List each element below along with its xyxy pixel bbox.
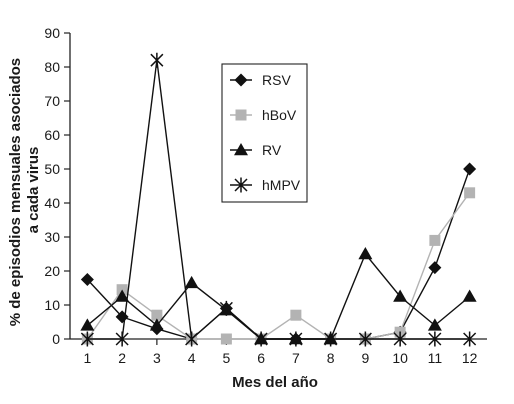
data-point-RV <box>393 289 408 302</box>
x-axis-title: Mes del año <box>232 374 318 391</box>
y-axis-title-line-2: a cada virus <box>25 147 42 234</box>
y-tick-label: 20 <box>44 263 60 279</box>
data-point-RV <box>115 289 130 302</box>
y-tick-label: 70 <box>44 93 60 109</box>
data-point-RSV <box>80 273 94 286</box>
data-point-hBoV <box>429 234 441 246</box>
x-tick-label: 1 <box>83 350 91 366</box>
data-point-hMPV <box>115 331 129 347</box>
data-point-hMPV <box>254 331 268 347</box>
y-tick-label: 80 <box>44 59 60 75</box>
series-layer <box>80 52 477 347</box>
legend-label-hMPV: hMPV <box>262 177 301 193</box>
y-tick-label: 90 <box>44 25 60 41</box>
data-point-hMPV <box>219 300 233 316</box>
data-point-hMPV <box>185 331 199 347</box>
series-hMPV <box>80 52 477 347</box>
data-point-RSV <box>463 162 477 176</box>
data-point-RV <box>358 247 373 260</box>
x-tick-label: 12 <box>462 350 478 366</box>
legend-marker-RV <box>234 143 248 156</box>
y-tick-label: 60 <box>44 127 60 143</box>
data-point-hMPV <box>428 331 442 347</box>
x-tick-label: 4 <box>188 350 196 366</box>
x-tick-label: 7 <box>292 350 300 366</box>
y-axis-title: % de episodios mensuales asociados a cad… <box>7 54 42 327</box>
data-point-hBoV <box>464 187 476 199</box>
data-point-hMPV <box>324 331 338 347</box>
y-tick-label: 0 <box>52 331 60 347</box>
y-tick-label: 10 <box>44 297 60 313</box>
x-tick-label: 3 <box>153 350 161 366</box>
y-axis-title-line-1: % de episodios mensuales asociados <box>7 58 24 326</box>
data-point-RV <box>80 318 95 331</box>
data-point-RV <box>184 275 199 289</box>
data-point-RSV <box>428 261 442 275</box>
legend-marker-RSV <box>234 73 248 87</box>
data-point-hMPV <box>463 331 477 347</box>
data-point-RV <box>462 289 477 302</box>
legend-marker-hMPV <box>234 177 248 193</box>
data-point-hBoV <box>220 333 232 345</box>
legend-box <box>221 63 308 203</box>
series-line-hBoV <box>86 192 471 340</box>
x-tick-label: 9 <box>361 350 369 366</box>
legend-label-RSV: RSV <box>262 72 291 88</box>
data-point-hMPV <box>393 331 407 347</box>
y-tick-label: 40 <box>44 195 60 211</box>
y-tick-label: 30 <box>44 229 60 245</box>
legend: RSV hBoV RV hMPV <box>221 63 308 203</box>
y-tick-label: 50 <box>44 161 60 177</box>
series-line-hMPV <box>87 60 470 341</box>
data-point-hMPV <box>150 52 164 68</box>
data-point-hMPV <box>80 331 94 347</box>
data-point-hBoV <box>151 309 163 321</box>
legend-label-RV: RV <box>262 142 282 158</box>
legend-marker-hBoV <box>235 109 247 121</box>
x-tick-label: 8 <box>327 350 335 366</box>
series-RV <box>80 247 477 345</box>
x-tick-label: 6 <box>257 350 265 366</box>
series-line-RV <box>86 252 471 340</box>
x-tick-label: 2 <box>118 350 126 366</box>
data-point-RV <box>149 318 164 331</box>
data-point-hBoV <box>290 309 302 321</box>
series-hBoV <box>81 187 476 345</box>
legend-label-hBoV: hBoV <box>262 107 297 123</box>
data-point-RV <box>427 318 442 331</box>
data-point-hMPV <box>358 331 372 347</box>
x-tick-label: 5 <box>222 350 230 366</box>
x-tick-label: 10 <box>392 350 408 366</box>
x-tick-label: 11 <box>428 350 443 366</box>
data-point-hMPV <box>289 331 303 347</box>
